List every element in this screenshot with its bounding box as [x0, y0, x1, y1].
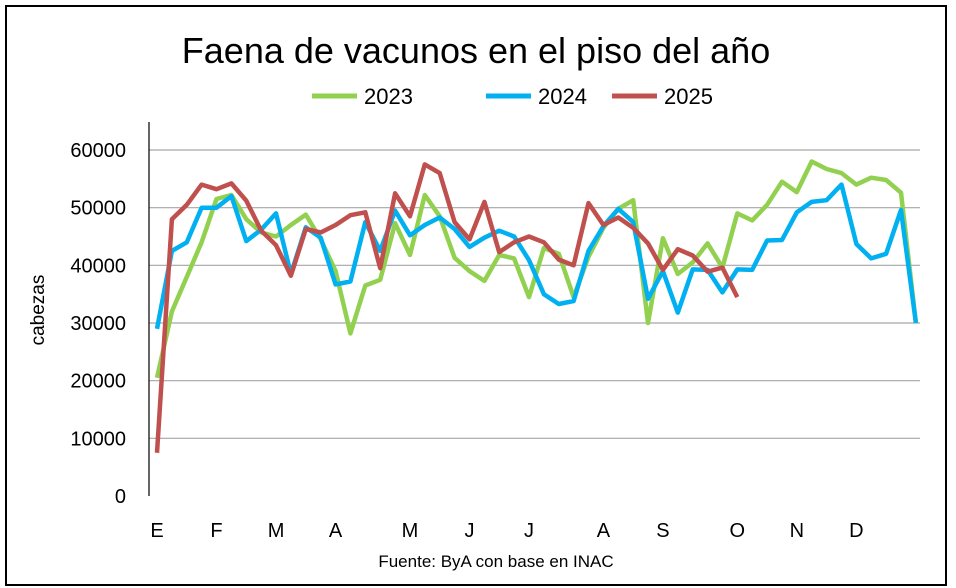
x-tick-label: D [849, 520, 863, 542]
series-line-2025 [154, 162, 740, 453]
chart-frame [5, 5, 947, 586]
x-tick-label: S [656, 520, 669, 542]
x-tick-label: A [597, 520, 611, 542]
legend-label: 2023 [364, 84, 413, 109]
y-tick-label: 60000 [70, 140, 126, 162]
x-tick-label: J [464, 520, 474, 542]
legend: 2023 2024 2025 [312, 84, 713, 109]
series-lines [154, 159, 919, 453]
series-line-2023 [154, 159, 919, 379]
chart-title: Faena de vacunos en el piso del año [182, 30, 770, 71]
x-tick-label: J [524, 520, 534, 542]
source-note: Fuente: ByA con base en INAC [378, 552, 613, 571]
x-tick-label: F [210, 520, 222, 542]
y-tick-label: 0 [115, 486, 126, 508]
y-tick-label: 10000 [70, 428, 126, 450]
gridlines [149, 149, 920, 439]
series-line-2024 [154, 182, 919, 330]
x-tick-label: N [790, 520, 804, 542]
y-tick-label: 50000 [70, 198, 126, 220]
y-axis-label: cabezas [28, 275, 49, 346]
y-axis-ticks: 0 10000 20000 30000 40000 50000 60000 [70, 140, 126, 508]
x-tick-label: O [730, 520, 746, 542]
y-tick-label: 30000 [70, 313, 126, 335]
legend-label: 2024 [538, 84, 587, 109]
y-tick-label: 40000 [70, 255, 126, 277]
y-tick-label: 20000 [70, 371, 126, 393]
x-tick-label: A [329, 520, 343, 542]
x-tick-label: M [402, 520, 419, 542]
x-tick-label: E [150, 520, 163, 542]
x-tick-label: M [268, 520, 285, 542]
legend-label: 2025 [664, 84, 713, 109]
